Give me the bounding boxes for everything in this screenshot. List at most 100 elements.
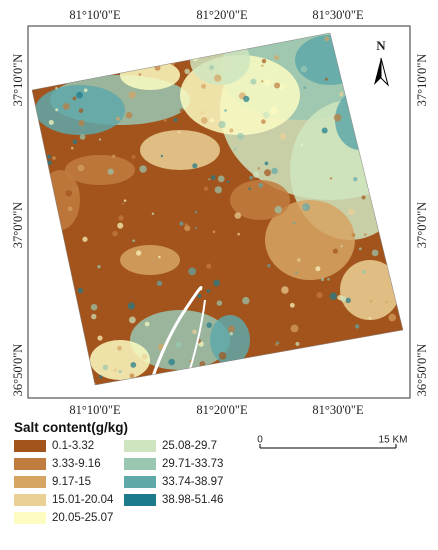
raster-speckle: [361, 269, 367, 274]
raster-speckle: [89, 33, 97, 35]
raster-patch: [335, 90, 385, 150]
raster-speckle: [98, 138, 101, 141]
raster-speckle: [385, 300, 388, 304]
legend-label: 38.98-51.46: [162, 494, 223, 506]
raster-speckle: [112, 209, 121, 218]
raster-speckle: [393, 131, 396, 135]
raster-speckle: [67, 206, 73, 211]
raster-patch: [295, 35, 365, 85]
lat-label: 36°50'0"N: [11, 344, 25, 397]
raster-speckle: [388, 247, 393, 252]
raster-speckle: [371, 249, 379, 257]
raster-speckle: [48, 119, 54, 125]
raster-speckle: [130, 361, 137, 368]
raster-speckle: [102, 364, 109, 371]
raster-speckle: [279, 29, 282, 32]
raster-speckle: [184, 223, 189, 227]
raster-speckle: [77, 164, 85, 172]
raster-speckle: [52, 156, 56, 160]
raster-speckle: [224, 109, 227, 112]
legend-label: 9.17-15: [52, 476, 91, 488]
raster-speckle: [303, 86, 307, 90]
raster-speckle: [333, 113, 342, 122]
legend-label: 15.01-20.04: [52, 494, 114, 506]
raster-speckle: [210, 175, 216, 181]
north-arrow: [374, 57, 389, 87]
raster-speckle: [131, 43, 139, 51]
raster-speckle: [332, 248, 339, 254]
raster-speckle: [59, 80, 63, 84]
raster-speckle: [237, 132, 244, 140]
north-label: N: [376, 38, 386, 53]
raster-speckle: [112, 154, 116, 158]
raster-speckle: [321, 127, 328, 134]
raster-speckle: [324, 36, 330, 42]
lon-label: 81°30'0"E: [312, 8, 364, 22]
lon-label: 81°10'0"E: [69, 403, 121, 417]
raster-speckle: [249, 176, 253, 180]
raster-speckle: [138, 73, 142, 76]
legend-label: 29.71-33.73: [162, 458, 223, 470]
raster-speckle: [77, 287, 84, 294]
raster-speckle: [141, 353, 148, 360]
legend-label: 3.33-9.16: [52, 458, 101, 470]
raster-speckle: [97, 335, 103, 341]
raster-speckle: [226, 180, 230, 184]
raster-speckle: [36, 82, 43, 89]
raster-speckle: [394, 92, 397, 96]
raster-speckle: [79, 133, 86, 140]
raster-speckle: [198, 374, 206, 382]
raster-speckle: [361, 152, 365, 156]
raster-speckle: [175, 341, 182, 348]
legend-swatch: [14, 458, 46, 470]
raster-speckle: [388, 65, 394, 71]
raster-speckle: [292, 33, 296, 37]
raster-speckle: [123, 199, 127, 202]
legend-swatch: [14, 494, 46, 506]
raster-speckle: [302, 203, 311, 211]
raster-speckle: [300, 65, 308, 73]
raster-speckle: [160, 154, 164, 158]
raster-speckle: [247, 265, 253, 271]
raster-speckle: [339, 92, 344, 97]
raster-speckle: [195, 226, 198, 229]
raster-speckle: [139, 165, 147, 173]
raster-speckle: [34, 138, 41, 145]
legend-label: 20.05-25.07: [52, 512, 113, 524]
raster-speckle: [32, 149, 38, 156]
raster-speckle: [200, 117, 208, 124]
raster-speckle: [329, 292, 338, 300]
raster-speckle: [103, 218, 107, 222]
raster-speckle: [205, 378, 213, 385]
raster-speckle: [107, 168, 114, 175]
legend-swatch: [124, 440, 156, 452]
raster-speckle: [187, 279, 195, 286]
raster-speckle: [213, 46, 218, 51]
raster-speckle: [234, 212, 242, 219]
raster-speckle: [297, 258, 301, 262]
raster-speckle: [395, 33, 399, 34]
salt-raster: [32, 29, 403, 385]
raster-speckle: [188, 267, 197, 276]
raster-speckle: [57, 67, 61, 71]
raster-speckle: [217, 175, 225, 183]
raster-speckle: [57, 345, 61, 349]
legend-swatch: [124, 476, 156, 488]
raster-patch: [65, 155, 135, 185]
raster-speckle: [128, 316, 136, 324]
raster-speckle: [393, 159, 401, 166]
raster-speckle: [218, 351, 227, 360]
raster-speckle: [32, 379, 35, 385]
raster-speckle: [184, 33, 190, 37]
raster-speckle: [229, 128, 234, 133]
raster-speckle: [151, 212, 155, 215]
raster-speckle: [214, 186, 222, 194]
legend-swatch: [14, 512, 46, 524]
legend-label: 25.08-29.7: [162, 440, 217, 452]
raster-speckle: [364, 233, 367, 236]
raster-patch: [140, 130, 220, 170]
raster-speckle: [132, 239, 136, 243]
legend-label: 33.74-38.97: [162, 476, 223, 488]
raster-speckle: [91, 313, 97, 320]
